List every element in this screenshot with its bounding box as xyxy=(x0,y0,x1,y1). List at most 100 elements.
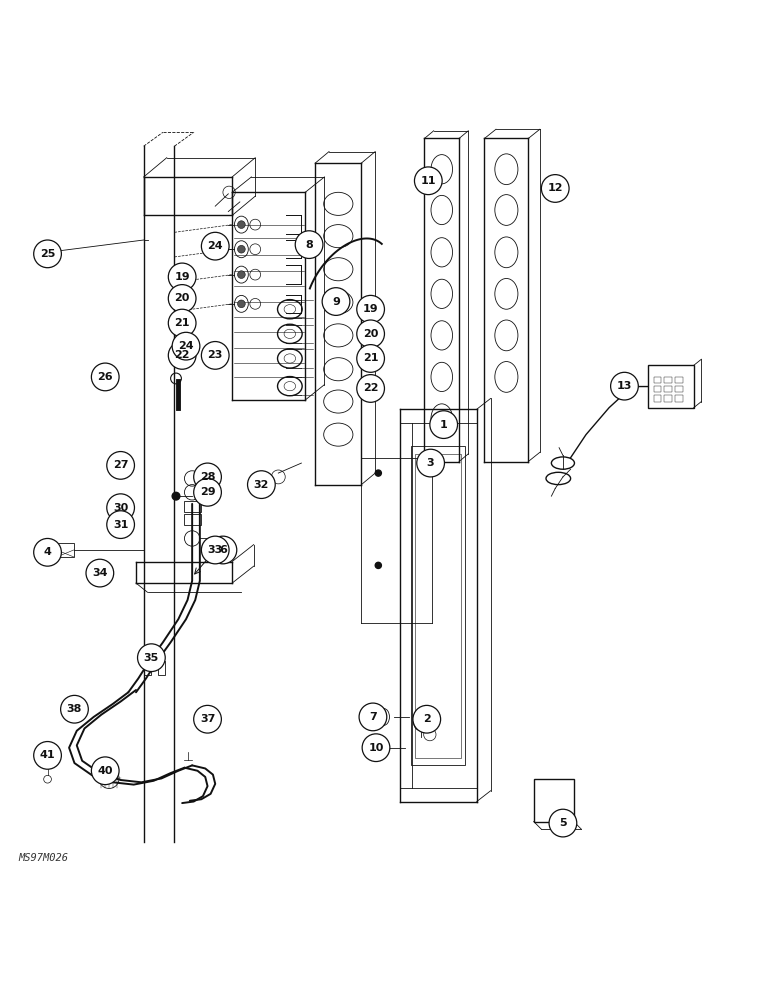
Bar xyxy=(185,514,201,525)
Circle shape xyxy=(201,232,229,260)
Circle shape xyxy=(86,559,113,587)
Text: 21: 21 xyxy=(363,353,378,363)
Circle shape xyxy=(172,492,180,500)
Text: 13: 13 xyxy=(617,381,632,391)
Circle shape xyxy=(238,221,245,228)
Text: 7: 7 xyxy=(369,712,377,722)
Bar xyxy=(665,395,672,402)
Circle shape xyxy=(357,375,384,402)
Text: 1: 1 xyxy=(440,420,448,430)
Text: 31: 31 xyxy=(113,520,128,530)
Text: 2: 2 xyxy=(423,714,431,724)
Circle shape xyxy=(107,452,134,479)
Text: 35: 35 xyxy=(144,653,159,663)
Circle shape xyxy=(362,734,390,762)
Circle shape xyxy=(248,471,276,498)
Circle shape xyxy=(359,703,387,731)
Text: 20: 20 xyxy=(363,329,378,339)
Circle shape xyxy=(238,300,245,308)
Bar xyxy=(654,377,662,383)
Circle shape xyxy=(203,715,212,724)
Text: 4: 4 xyxy=(43,547,52,557)
Bar xyxy=(185,501,201,512)
Circle shape xyxy=(430,411,458,438)
Text: 26: 26 xyxy=(97,372,113,382)
Bar xyxy=(648,365,694,408)
Text: 37: 37 xyxy=(200,714,215,724)
Bar xyxy=(676,377,683,383)
Bar xyxy=(654,395,662,402)
Text: 10: 10 xyxy=(368,743,384,753)
Bar xyxy=(654,386,662,392)
Text: 28: 28 xyxy=(200,472,215,482)
Circle shape xyxy=(322,288,350,315)
Text: 23: 23 xyxy=(208,350,223,360)
Circle shape xyxy=(295,231,323,258)
Text: 21: 21 xyxy=(174,318,190,328)
Circle shape xyxy=(34,538,62,566)
Circle shape xyxy=(357,345,384,372)
Text: 19: 19 xyxy=(363,304,378,314)
Circle shape xyxy=(194,478,222,506)
Bar xyxy=(665,386,672,392)
Text: 6: 6 xyxy=(219,545,227,555)
Text: 30: 30 xyxy=(113,503,128,513)
Bar xyxy=(676,395,683,402)
Circle shape xyxy=(168,263,196,291)
Text: 22: 22 xyxy=(363,383,378,393)
Circle shape xyxy=(611,372,638,400)
Circle shape xyxy=(357,295,384,323)
Text: 25: 25 xyxy=(40,249,56,259)
Circle shape xyxy=(91,363,119,391)
Circle shape xyxy=(107,511,134,538)
Text: 34: 34 xyxy=(92,568,107,578)
Circle shape xyxy=(137,644,165,672)
Text: 32: 32 xyxy=(254,480,269,490)
Text: 24: 24 xyxy=(178,341,194,351)
Circle shape xyxy=(91,757,119,785)
Text: 22: 22 xyxy=(174,350,190,360)
Text: 40: 40 xyxy=(97,766,113,776)
Circle shape xyxy=(61,695,88,723)
Circle shape xyxy=(194,705,222,733)
Circle shape xyxy=(71,705,79,713)
Text: 27: 27 xyxy=(113,460,128,470)
Circle shape xyxy=(107,494,134,522)
Text: 24: 24 xyxy=(208,241,223,251)
Text: 20: 20 xyxy=(174,293,190,303)
Text: 29: 29 xyxy=(200,487,215,497)
Circle shape xyxy=(357,320,384,348)
Text: 19: 19 xyxy=(174,272,190,282)
Circle shape xyxy=(209,536,237,564)
Text: 3: 3 xyxy=(427,458,435,468)
Circle shape xyxy=(41,248,47,254)
Text: 8: 8 xyxy=(305,240,313,250)
Circle shape xyxy=(168,342,196,369)
Text: 11: 11 xyxy=(421,176,436,186)
Circle shape xyxy=(172,332,200,360)
Bar xyxy=(144,661,151,675)
Circle shape xyxy=(413,705,441,733)
Circle shape xyxy=(168,285,196,312)
Bar xyxy=(157,661,165,675)
Bar xyxy=(676,386,683,392)
Bar xyxy=(665,377,672,383)
Text: 33: 33 xyxy=(208,545,223,555)
Circle shape xyxy=(201,342,229,369)
Circle shape xyxy=(417,449,445,477)
Circle shape xyxy=(238,245,245,253)
Text: 9: 9 xyxy=(332,297,340,307)
Circle shape xyxy=(34,742,62,769)
Circle shape xyxy=(34,240,62,268)
Bar xyxy=(411,446,466,765)
Text: 5: 5 xyxy=(559,818,567,828)
Circle shape xyxy=(375,470,381,476)
Circle shape xyxy=(415,167,442,195)
Circle shape xyxy=(201,536,229,564)
Circle shape xyxy=(375,562,381,568)
Circle shape xyxy=(541,175,569,202)
Text: 38: 38 xyxy=(66,704,82,714)
Text: 41: 41 xyxy=(39,750,56,760)
Bar xyxy=(533,779,574,822)
Text: MS97M026: MS97M026 xyxy=(19,853,68,863)
